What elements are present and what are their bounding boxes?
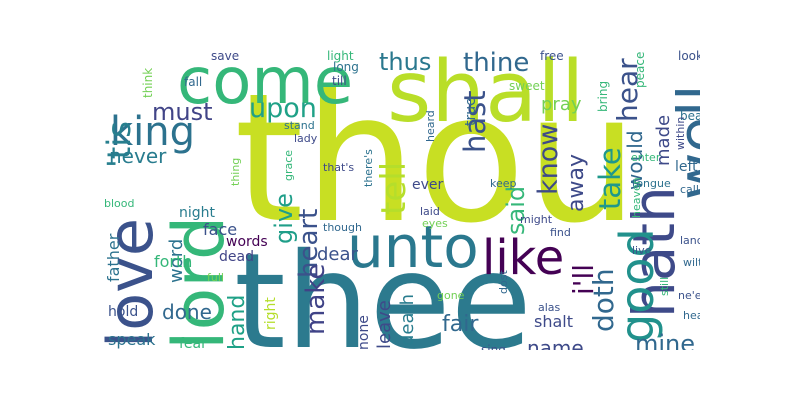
cloud-word: pray xyxy=(541,94,582,115)
cloud-word: night xyxy=(179,205,216,221)
cloud-word: find xyxy=(550,226,571,239)
cloud-word: till xyxy=(332,74,347,88)
cloud-word: doth xyxy=(587,268,620,332)
cloud-word: call xyxy=(680,183,699,196)
cloud-word: thing xyxy=(229,157,242,186)
cloud-word: forth xyxy=(154,252,193,271)
cloud-word: fear xyxy=(179,336,207,350)
cloud-word: think xyxy=(141,67,155,98)
word-cloud: thou thee shall come lord love unto like… xyxy=(100,50,700,350)
cloud-word: words xyxy=(226,234,268,250)
cloud-word: right xyxy=(263,297,279,330)
cloud-word: head xyxy=(683,309,700,322)
cloud-word: tell xyxy=(374,161,414,215)
cloud-word: thou xyxy=(234,55,639,262)
cloud-word: face xyxy=(203,220,238,239)
cloud-word: dead xyxy=(219,249,254,265)
cloud-word: enter xyxy=(631,151,661,164)
cloud-word: live xyxy=(632,244,652,257)
cloud-word: save xyxy=(211,50,240,63)
cloud-word: shalt xyxy=(534,312,573,331)
cloud-word: bring xyxy=(596,80,610,112)
cloud-word: within xyxy=(674,116,687,150)
cloud-word: keep xyxy=(490,177,517,190)
cloud-word: thine xyxy=(463,50,530,78)
cloud-word: make xyxy=(301,263,331,335)
cloud-word: might xyxy=(520,213,553,226)
cloud-word: none xyxy=(356,315,372,350)
cloud-word: heard xyxy=(424,110,437,142)
cloud-word: ever xyxy=(412,177,444,193)
cloud-word: land xyxy=(680,234,700,247)
cloud-word: dear xyxy=(317,244,358,265)
cloud-word: speak xyxy=(108,330,156,349)
cloud-word: left xyxy=(675,159,698,175)
cloud-word: sing xyxy=(481,343,506,350)
cloud-word: take xyxy=(593,147,627,210)
cloud-word: hand xyxy=(225,294,250,350)
cloud-word: name xyxy=(527,336,584,350)
cloud-word: never xyxy=(109,144,167,168)
cloud-word: that's xyxy=(323,161,355,174)
cloud-word: come xyxy=(177,50,354,119)
cloud-word: true xyxy=(463,97,479,126)
cloud-word: full xyxy=(207,271,224,284)
cloud-word: thus xyxy=(379,50,432,76)
cloud-word: light xyxy=(327,50,354,63)
cloud-word: there's xyxy=(362,149,375,187)
cloud-word: said xyxy=(502,185,530,235)
cloud-word: still xyxy=(658,276,671,296)
cloud-word: alas xyxy=(538,301,561,314)
cloud-word: leave xyxy=(374,300,395,349)
cloud-word: tongue xyxy=(632,177,671,190)
cloud-word: blood xyxy=(104,197,135,210)
cloud-word: away xyxy=(564,154,589,212)
cloud-word: peace xyxy=(633,51,647,88)
cloud-word: shall xyxy=(387,50,585,142)
cloud-word: ne'er xyxy=(678,289,700,302)
cloud-word: hold xyxy=(108,304,139,320)
cloud-word: fall xyxy=(184,75,203,89)
cloud-word: laid xyxy=(420,205,440,218)
cloud-word: grace xyxy=(282,149,295,181)
cloud-word: father xyxy=(104,233,123,282)
cloud-word: heaven xyxy=(630,177,643,218)
cloud-word: sweet xyxy=(509,79,545,93)
cloud-word: unto xyxy=(347,213,479,281)
cloud-word: free xyxy=(540,50,564,63)
cloud-word: long xyxy=(333,60,359,74)
cloud-word: done xyxy=(162,300,212,324)
cloud-word: king xyxy=(110,109,196,155)
cloud-word: eyes xyxy=(422,217,448,230)
cloud-word: mine xyxy=(635,330,696,350)
cloud-word: stand xyxy=(284,119,315,132)
cloud-word: know xyxy=(533,123,564,195)
cloud-word: give xyxy=(270,193,298,244)
cloud-word: thee xyxy=(234,225,532,350)
cloud-word: fair xyxy=(442,312,479,337)
cloud-word: gone xyxy=(437,289,465,302)
cloud-word: lady xyxy=(294,132,318,145)
cloud-word: look xyxy=(678,50,700,63)
cloud-word: like xyxy=(482,230,565,286)
cloud-word: bear xyxy=(680,109,700,123)
cloud-word: upon xyxy=(249,93,317,124)
cloud-word: must xyxy=(152,98,213,126)
cloud-word: dost xyxy=(497,270,510,294)
cloud-word: though xyxy=(323,221,362,234)
cloud-word: death xyxy=(397,294,418,346)
cloud-word: wilt xyxy=(683,256,700,269)
